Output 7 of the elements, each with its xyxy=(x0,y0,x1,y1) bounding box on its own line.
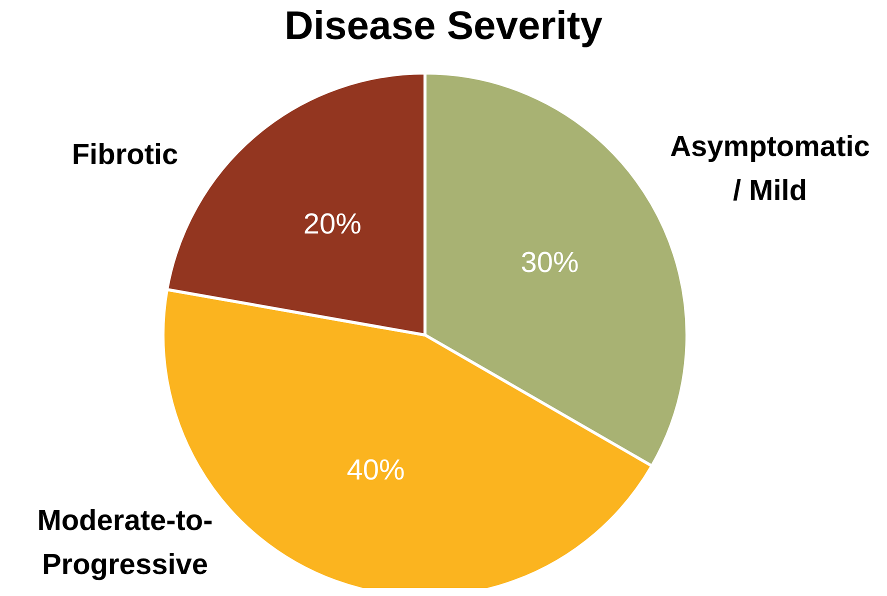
chart-title: Disease Severity xyxy=(283,4,604,49)
slice-label: Asymptomatic / Mild xyxy=(670,131,870,207)
slice-label: Fibrotic xyxy=(72,139,178,171)
slice-label: Moderate-to-Progressive xyxy=(37,505,213,581)
data-label: 40% xyxy=(346,454,405,486)
data-label: 20% xyxy=(303,208,362,241)
data-label: 30% xyxy=(520,246,579,279)
